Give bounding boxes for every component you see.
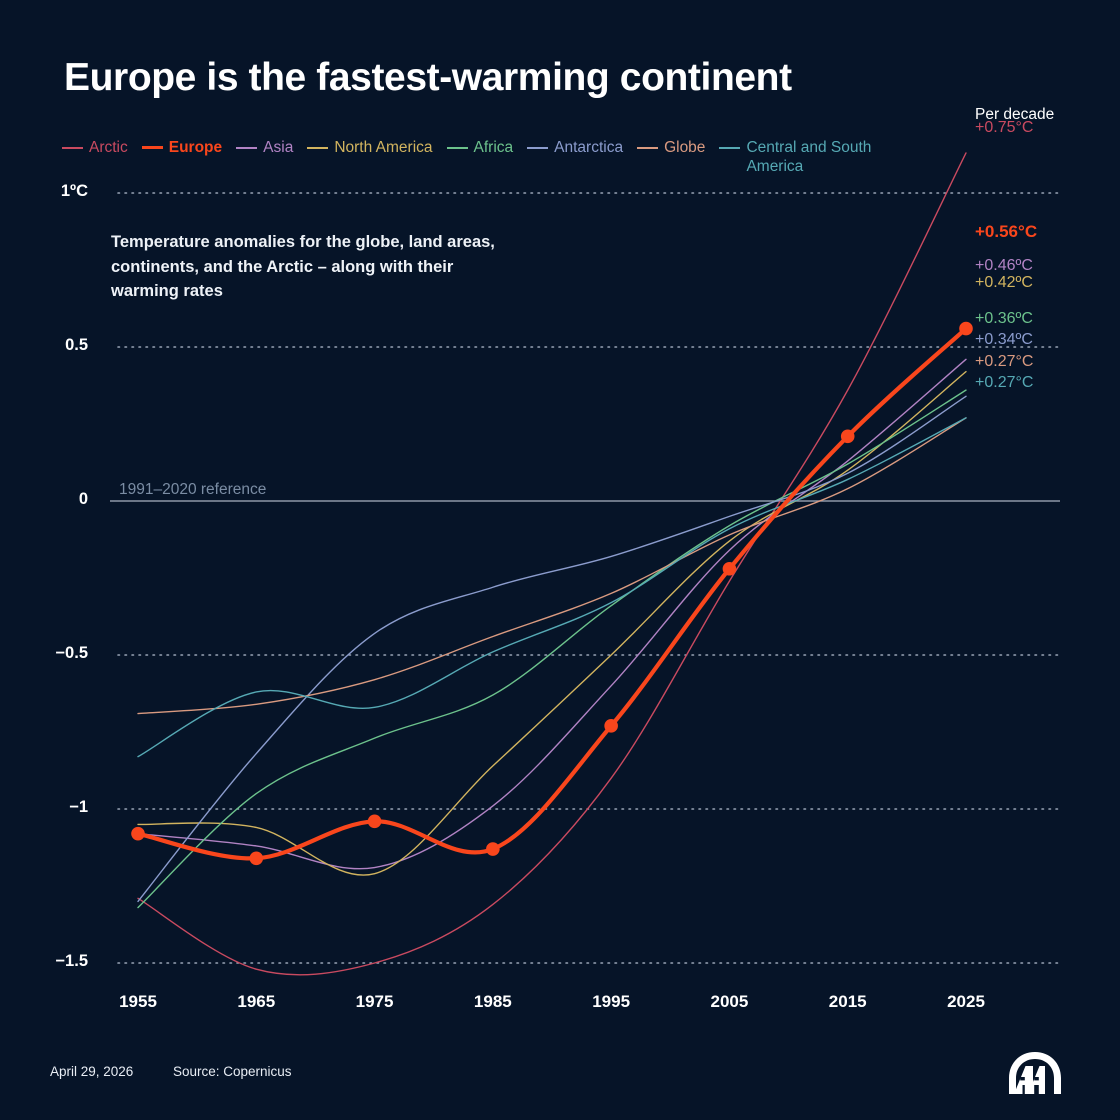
x-axis-tick-label: 2005 [710,992,749,1011]
y-axis-tick-label: −1 [69,798,88,816]
series-line-globe [137,417,967,715]
legend-item-north-america[interactable]: North America [307,138,433,157]
y-axis-tick-label: 0.5 [65,336,88,354]
data-point-marker [604,719,618,733]
rate-label-arctic: +0.75°C [975,119,1034,136]
x-axis-tick-label: 2025 [947,992,985,1011]
rate-label-globe: +0.27°C [975,353,1034,370]
legend-item-arctic[interactable]: Arctic [62,138,128,157]
legend-swatch-icon [141,146,163,149]
data-point-marker [367,814,382,829]
x-axis-tick-label: 1985 [473,992,512,1011]
legend-label: Antarctica [554,139,624,156]
legend-label: North America [334,139,433,156]
rate-label-asia: +0.46ºC [975,257,1033,274]
y-axis-tick-label: 0 [78,490,88,508]
legend-swatch-icon [236,147,258,149]
series-line-africa [137,389,967,909]
x-axis-tick-label: 1975 [355,992,394,1011]
series-line-europe [135,326,969,861]
x-axis-tick-label: 1965 [237,992,276,1011]
legend-item-asia[interactable]: Asia [236,138,293,157]
legend-label: Asia [263,139,294,156]
chart-legend: Arctic Europe Asia North America Africa Antar… [62,138,932,176]
reference-line-label: 1991–2020 reference [119,481,267,498]
footer-source: Source: Copernicus [173,1064,292,1079]
series-line-central-and-south-america [137,417,967,758]
footer-date: April 29, 2026 [50,1064,134,1079]
series-line-arctic [137,152,967,976]
data-point-marker [131,826,145,841]
data-point-marker [840,429,855,444]
legend-label: Africa [473,139,514,156]
legend-swatch-icon [527,147,549,149]
legend-label: Central and South America [746,139,872,175]
rate-label-north-america: +0.42ºC [975,274,1033,291]
rate-label-antarctica: +0.34ºC [975,331,1033,348]
data-point-marker [486,842,500,856]
series-line-antarctica [137,395,967,903]
series-line-north-america [137,370,967,876]
legend-swatch-icon [719,147,741,149]
legend-item-globe[interactable]: Globe [637,138,705,157]
page-title: Europe is the fastest-warming continent [64,56,792,99]
legend-item-central-and-south-america[interactable]: Central and South America [719,138,886,176]
x-axis-tick-label: 1995 [592,992,631,1011]
data-point-marker [249,851,264,866]
x-axis-tick-label: 1955 [119,992,157,1011]
legend-item-europe[interactable]: Europe [141,138,223,157]
legend-label: Arctic [89,139,128,156]
rate-label-central-and-south-america: +0.27°C [975,374,1034,391]
chart-subtitle: Temperature anomalies for the globe, lan… [111,233,495,300]
y-axis-tick-label: 1ºC [60,182,88,200]
data-point-marker [722,561,737,576]
legend-label: Globe [664,139,706,156]
legend-item-africa[interactable]: Africa [446,138,514,157]
per-decade-header: Per decade [975,106,1055,123]
legend-swatch-icon [307,147,329,149]
legend-swatch-icon [62,147,83,149]
rate-label-africa: +0.36ºC [975,310,1033,327]
legend-swatch-icon [637,147,659,149]
y-axis-tick-label: −0.5 [55,644,88,662]
rate-label-europe: +0.56°C [975,222,1038,241]
legend-label: Europe [168,139,223,156]
y-axis-tick-label: −1.5 [55,952,88,970]
x-axis-tick-label: 2015 [828,992,867,1011]
legend-item-antarctica[interactable]: Antarctica [527,138,623,157]
aa-logo-icon [1009,1052,1061,1094]
data-point-marker [959,321,973,336]
legend-swatch-icon [446,147,468,149]
